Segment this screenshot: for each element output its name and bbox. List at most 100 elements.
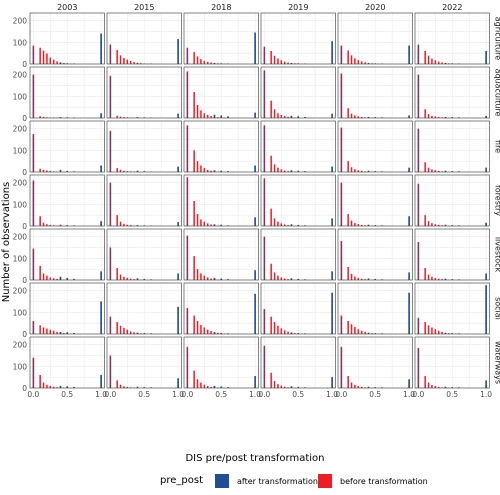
row-strip-aquaculture (490, 67, 500, 118)
panel-border (260, 66, 336, 119)
panel-border (29, 282, 105, 335)
bar-before-transformation (46, 117, 48, 118)
panel-border (183, 174, 259, 227)
bar-after-transformation (340, 347, 343, 388)
bar-before-transformation (354, 58, 356, 64)
bar-before-transformation (46, 275, 48, 280)
bar-before-transformation (357, 329, 360, 334)
bar-before-transformation (273, 322, 276, 334)
bar-before-transformation (42, 169, 45, 172)
panel-border (29, 12, 105, 65)
bar-after-transformation (297, 170, 300, 172)
legend: pre_post after transformation before tra… (160, 474, 428, 488)
bar-before-transformation (193, 256, 195, 280)
row-label-waterways: waterways (494, 341, 500, 384)
bar-before-transformation (126, 171, 129, 172)
bar-after-transformation (177, 39, 179, 64)
panel-2003-social (29, 282, 105, 335)
bar-after-transformation (143, 171, 146, 172)
x-tick-label: 0.0 (104, 390, 116, 399)
bar-before-transformation (424, 109, 426, 118)
bar-after-transformation (374, 63, 377, 64)
bar-before-transformation (119, 274, 122, 280)
bar-after-transformation (367, 224, 370, 226)
bar-before-transformation (217, 117, 219, 118)
panel-border (337, 120, 413, 173)
bar-after-transformation (331, 377, 333, 388)
bar-before-transformation (441, 117, 443, 118)
panel-border (337, 66, 413, 119)
bar-before-transformation (431, 58, 433, 64)
bar-before-transformation (203, 221, 206, 226)
bar-after-transformation (304, 279, 306, 280)
bar-before-transformation (116, 322, 118, 334)
x-tick-label: 1.0 (403, 390, 415, 399)
bar-after-transformation (458, 225, 460, 226)
bar-before-transformation (364, 62, 366, 64)
x-tick-label: 1.0 (249, 390, 261, 399)
x-tick-label: 0.0 (335, 390, 347, 399)
y-tick-label: 100 (13, 200, 28, 209)
bar-before-transformation (196, 56, 199, 64)
bar-after-transformation (59, 276, 62, 280)
bar-after-transformation (408, 272, 410, 280)
bar-before-transformation (39, 374, 41, 388)
bar-before-transformation (63, 332, 65, 334)
bar-before-transformation (49, 329, 52, 334)
bar-after-transformation (374, 117, 377, 118)
bar-after-transformation (109, 76, 112, 118)
y-axis-title: Number of observations (1, 182, 12, 303)
legend-title: pre_post (160, 475, 203, 486)
bar-after-transformation (254, 270, 256, 280)
bar-before-transformation (273, 55, 276, 64)
bar-before-transformation (39, 325, 41, 334)
y-tick-label: 200 (13, 125, 28, 134)
bar-before-transformation (123, 223, 125, 226)
bar-before-transformation (287, 225, 289, 226)
bar-after-transformation (381, 171, 383, 172)
bar-after-transformation (485, 380, 487, 388)
bar-before-transformation (39, 265, 41, 280)
bar-before-transformation (119, 384, 122, 388)
panel-2003-fire (29, 120, 105, 173)
x-tick-label: 1.0 (172, 390, 184, 399)
bar-after-transformation (444, 63, 447, 64)
bar-before-transformation (193, 91, 195, 118)
bar-after-transformation (331, 218, 333, 226)
y-tick-label: 100 (13, 308, 28, 317)
bar-before-transformation (133, 62, 135, 64)
panel-2003-forestry (29, 174, 105, 227)
panel-border (106, 120, 182, 173)
y-tick-label: 0 (22, 276, 27, 285)
bar-before-transformation (270, 50, 272, 64)
bar-before-transformation (52, 59, 55, 64)
bar-after-transformation (297, 224, 300, 226)
legend-label-after: after transformation (237, 477, 318, 486)
row-strip-social (490, 283, 500, 334)
bar-before-transformation (441, 225, 443, 226)
bar-before-transformation (116, 49, 118, 64)
bar-before-transformation (431, 276, 433, 280)
bar-before-transformation (46, 224, 48, 226)
bar-before-transformation (437, 330, 440, 334)
bar-before-transformation (283, 386, 286, 388)
x-tick-label: 0.5 (138, 390, 150, 399)
panel-border (106, 282, 182, 335)
bar-after-transformation (186, 236, 189, 280)
bar-before-transformation (196, 161, 199, 172)
bar-after-transformation (451, 279, 454, 280)
bar-before-transformation (203, 275, 206, 280)
bar-after-transformation (66, 277, 69, 280)
panel-2018-fire (183, 120, 259, 173)
x-tick-label: 0.0 (181, 390, 193, 399)
y-tick-label: 0 (22, 330, 27, 339)
x-tick-label: 0.0 (27, 390, 39, 399)
column-strip-2022 (415, 3, 490, 12)
panel-border (260, 12, 336, 65)
bar-after-transformation (109, 356, 112, 388)
bar-after-transformation (143, 278, 146, 280)
bar-before-transformation (126, 329, 129, 334)
bar-after-transformation (100, 113, 102, 118)
bar-after-transformation (150, 387, 152, 388)
bar-before-transformation (364, 171, 366, 172)
